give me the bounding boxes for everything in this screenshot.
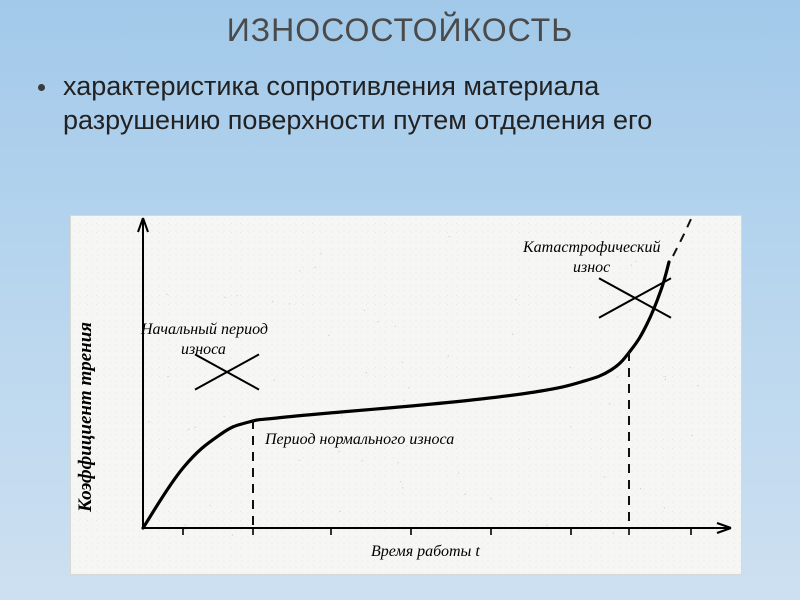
svg-text:Период нормального износа: Период нормального износа bbox=[264, 431, 454, 448]
page-title: ИЗНОСОСТОЙКОСТЬ bbox=[0, 12, 800, 49]
wear-chart: Начальный период износа Период нормального… bbox=[70, 215, 742, 575]
bullet-item: характеристика сопротивления материала р… bbox=[38, 70, 758, 138]
svg-text:Катастрофический: Катастрофический bbox=[522, 239, 661, 256]
slide: ИЗНОСОСТОЙКОСТЬ характеристика сопротивл… bbox=[0, 0, 800, 600]
bullet-dot-icon bbox=[38, 84, 45, 91]
bullet-list: характеристика сопротивления материала р… bbox=[38, 70, 758, 138]
chart-canvas: Начальный период износа Период нормального… bbox=[71, 216, 743, 576]
chart-inner: Начальный период износа Период нормального… bbox=[71, 216, 741, 574]
svg-text:износа: износа bbox=[181, 341, 226, 358]
svg-text:Начальный период: Начальный период bbox=[140, 321, 268, 338]
svg-text:износ: износ bbox=[573, 259, 610, 276]
svg-text:Коэффициент трения: Коэффициент трения bbox=[75, 322, 96, 513]
svg-text:Время работы t: Время работы t bbox=[371, 543, 480, 560]
bullet-text: характеристика сопротивления материала р… bbox=[63, 70, 758, 138]
